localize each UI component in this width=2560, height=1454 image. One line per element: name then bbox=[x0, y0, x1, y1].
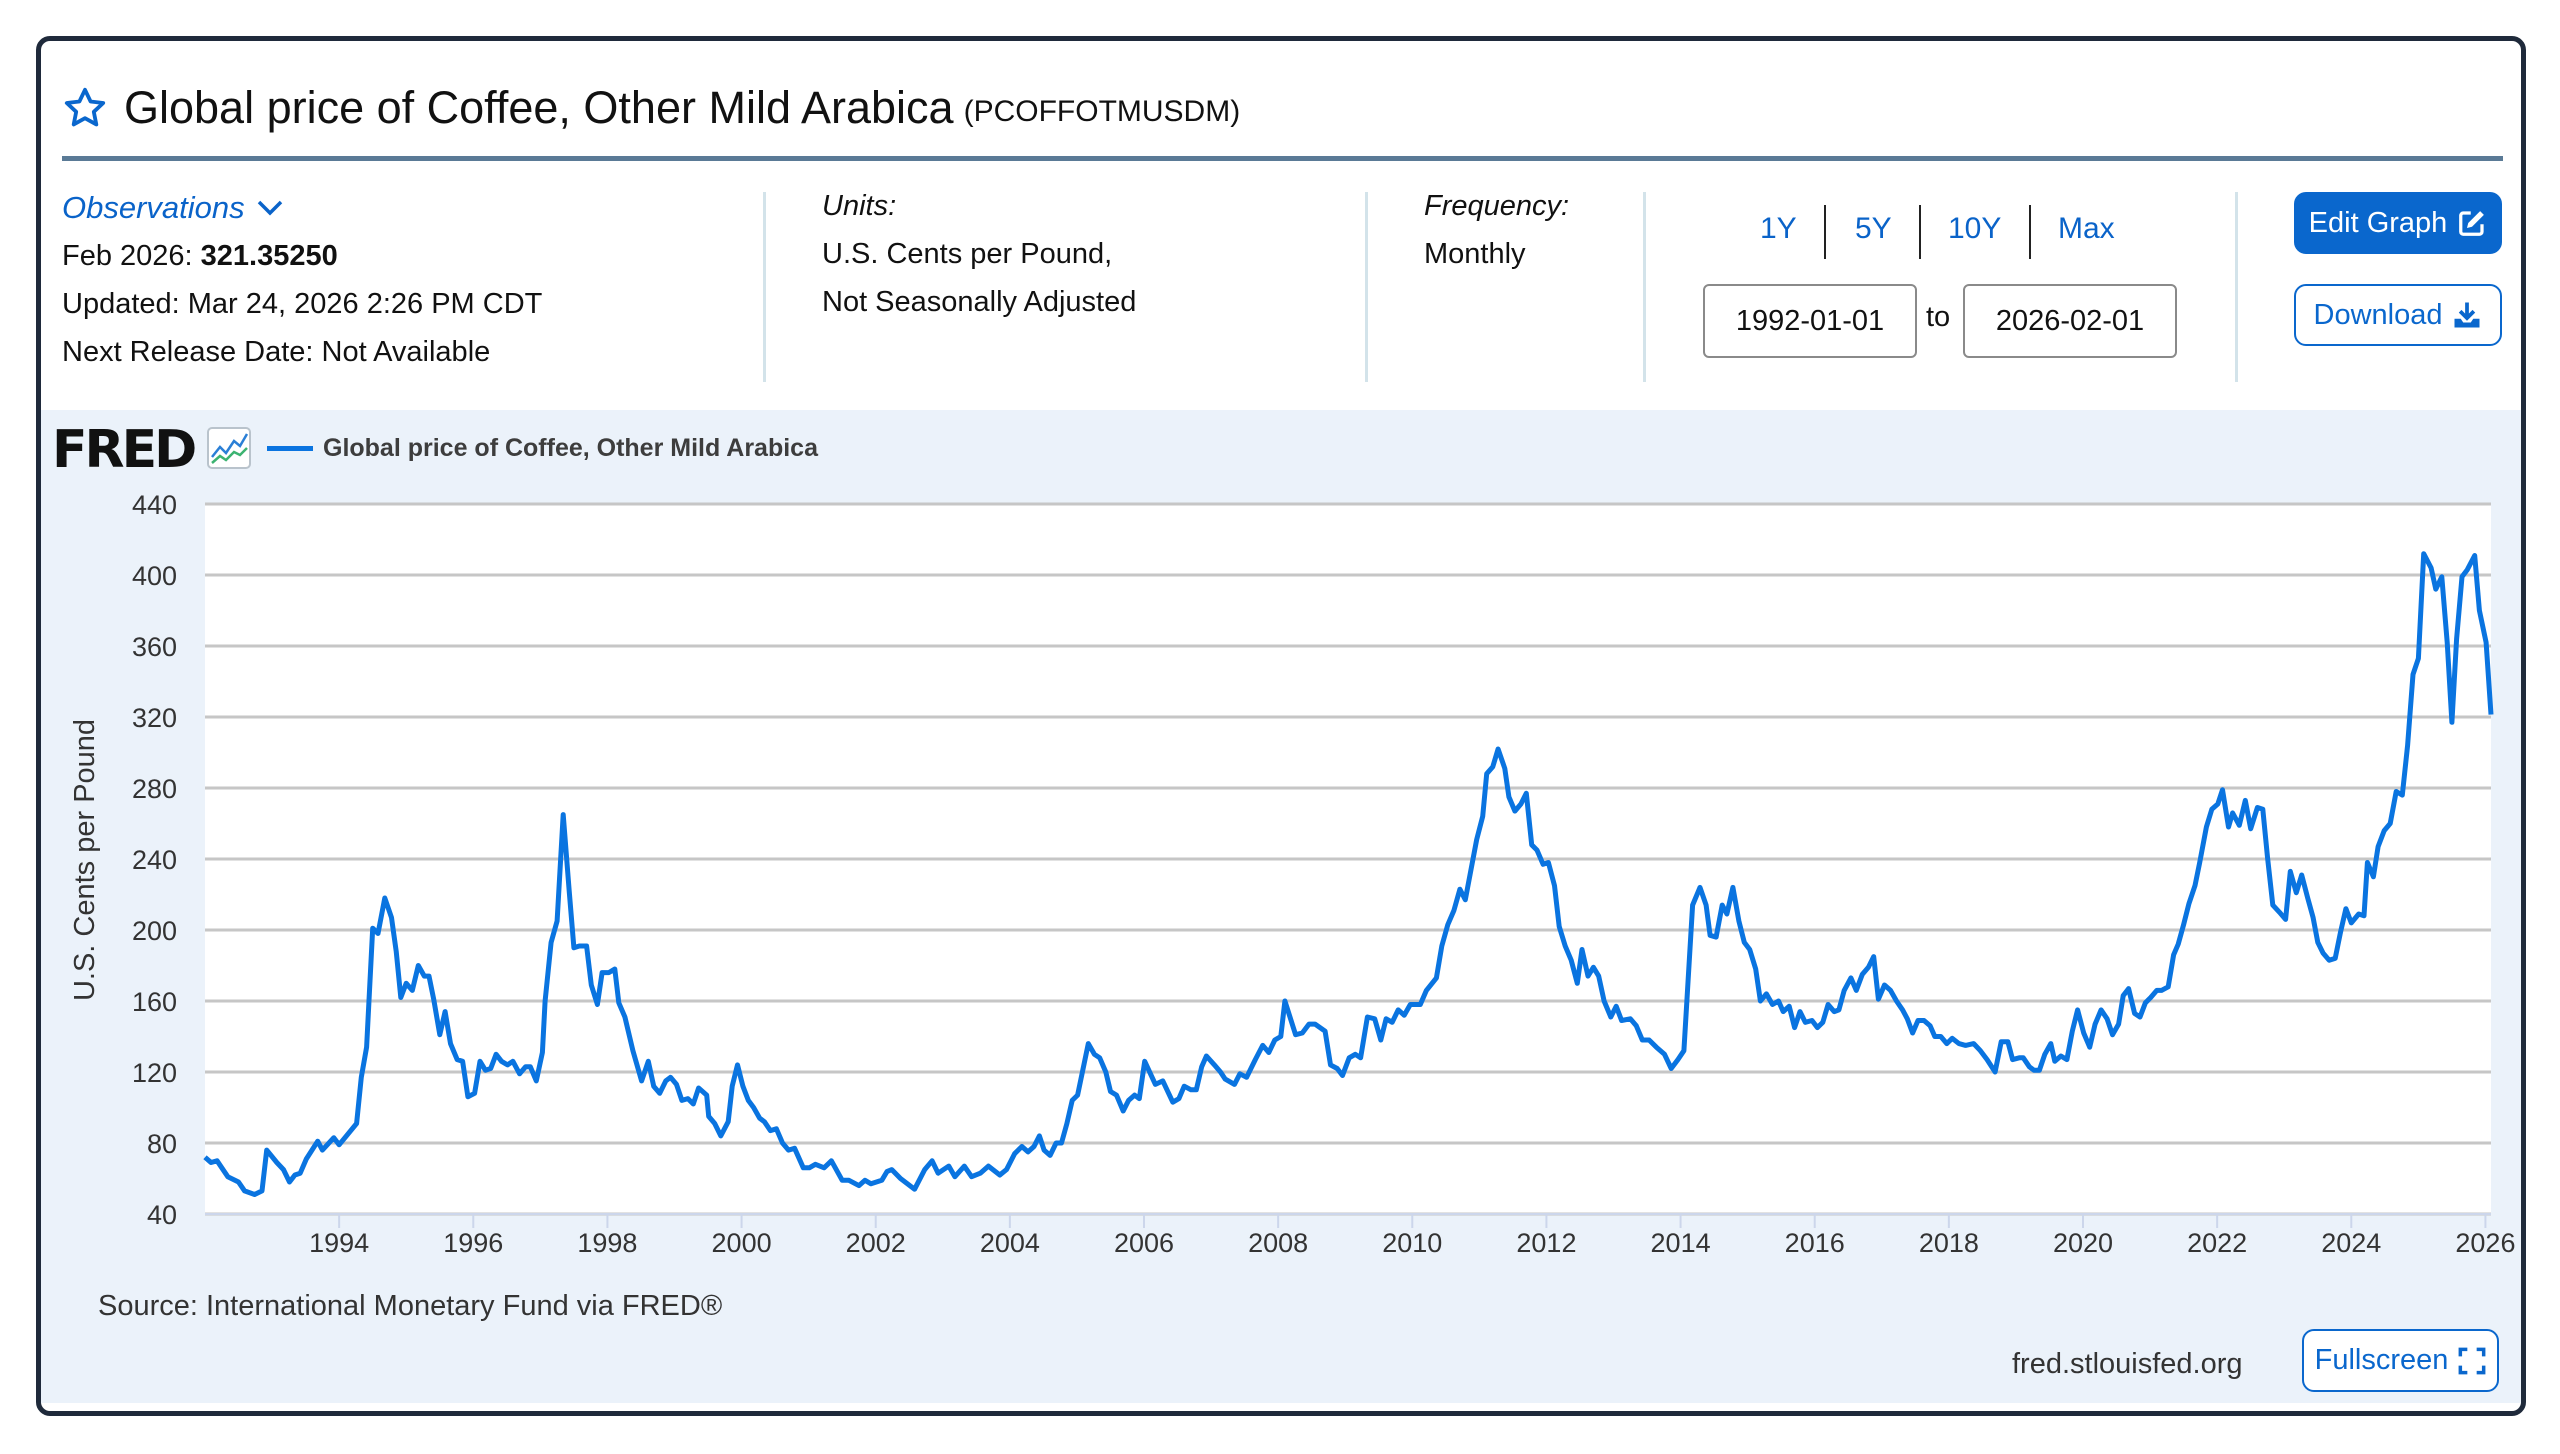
title-divider bbox=[62, 156, 2503, 161]
range-separator bbox=[1824, 205, 1826, 259]
edit-icon bbox=[2459, 211, 2485, 236]
chart-line-icon bbox=[207, 427, 251, 469]
x-tick-label: 2006 bbox=[1114, 1228, 1174, 1258]
x-tick-label: 2004 bbox=[980, 1228, 1040, 1258]
edit-graph-label: Edit Graph bbox=[2308, 206, 2448, 239]
latest-observation: Feb 2026: 321.35250 bbox=[62, 232, 542, 280]
x-tick-label: 2008 bbox=[1248, 1228, 1308, 1258]
latest-value: 321.35250 bbox=[200, 240, 338, 272]
chevron-down-icon bbox=[257, 200, 282, 216]
fullscreen-icon bbox=[2458, 1347, 2486, 1374]
range-10y-button[interactable]: 10Y bbox=[1948, 212, 2002, 245]
divider bbox=[2235, 192, 2238, 382]
frequency-block: Frequency: Monthly bbox=[1424, 182, 1569, 278]
legend-label: Global price of Coffee, Other Mild Arabi… bbox=[323, 434, 818, 462]
download-icon bbox=[2454, 302, 2480, 328]
range-5y-button[interactable]: 5Y bbox=[1855, 212, 1892, 245]
legend-swatch bbox=[267, 446, 313, 451]
range-1y-button[interactable]: 1Y bbox=[1760, 212, 1797, 245]
y-tick-label: 80 bbox=[147, 1129, 177, 1159]
range-max-button[interactable]: Max bbox=[2058, 212, 2115, 245]
end-date-input[interactable]: 2026-02-01 bbox=[1963, 284, 2177, 358]
divider bbox=[1643, 192, 1646, 382]
x-tick-label: 2014 bbox=[1651, 1228, 1711, 1258]
x-tick-label: 2010 bbox=[1382, 1228, 1442, 1258]
fred-logo: FRED bbox=[52, 420, 197, 480]
y-tick-label: 240 bbox=[132, 845, 177, 875]
range-separator bbox=[1919, 205, 1921, 259]
observations-label: Observations bbox=[62, 190, 245, 225]
frequency-label: Frequency: bbox=[1424, 190, 1570, 222]
observations-dropdown[interactable]: Observations bbox=[62, 184, 542, 232]
edit-graph-button[interactable]: Edit Graph bbox=[2294, 192, 2502, 254]
latest-period: Feb 2026: bbox=[62, 240, 193, 272]
range-separator bbox=[2029, 205, 2031, 259]
series-id: (PCOFFOTMUSDM) bbox=[963, 95, 1241, 128]
x-tick-label: 2012 bbox=[1516, 1228, 1576, 1258]
fred-url-link[interactable]: fred.stlouisfed.org bbox=[2012, 1348, 2243, 1380]
x-tick-label: 2026 bbox=[2455, 1228, 2515, 1258]
y-tick-label: 40 bbox=[147, 1200, 177, 1230]
next-release-text: Next Release Date: Not Available bbox=[62, 336, 491, 368]
units-label: Units: bbox=[822, 190, 897, 222]
y-axis-label: U.S. Cents per Pound bbox=[69, 719, 101, 1001]
x-tick-label: 2016 bbox=[1785, 1228, 1845, 1258]
graph-card-frame bbox=[36, 36, 2526, 1416]
download-button[interactable]: Download bbox=[2294, 284, 2502, 346]
frequency-value: Monthly bbox=[1424, 238, 1526, 270]
y-tick-label: 160 bbox=[132, 987, 177, 1017]
x-tick-label: 2020 bbox=[2053, 1228, 2113, 1258]
x-tick-label: 2024 bbox=[2321, 1228, 2381, 1258]
y-tick-label: 320 bbox=[132, 703, 177, 733]
x-tick-label: 1994 bbox=[309, 1228, 369, 1258]
source-text: Source: International Monetary Fund via … bbox=[98, 1290, 723, 1322]
x-tick-label: 2002 bbox=[846, 1228, 906, 1258]
x-tick-label: 2018 bbox=[1919, 1228, 1979, 1258]
units-line-1: U.S. Cents per Pound, bbox=[822, 238, 1113, 270]
x-tick-label: 2022 bbox=[2187, 1228, 2247, 1258]
x-tick-label: 2000 bbox=[712, 1228, 772, 1258]
y-tick-label: 120 bbox=[132, 1058, 177, 1088]
start-date-input[interactable]: 1992-01-01 bbox=[1703, 284, 1917, 358]
units-line-2: Not Seasonally Adjusted bbox=[822, 286, 1137, 318]
fullscreen-button[interactable]: Fullscreen bbox=[2302, 1329, 2499, 1392]
star-icon[interactable] bbox=[62, 85, 108, 131]
units-block: Units: U.S. Cents per Pound, Not Seasona… bbox=[822, 182, 1136, 326]
y-tick-label: 200 bbox=[132, 916, 177, 946]
divider bbox=[1365, 192, 1368, 382]
y-tick-label: 440 bbox=[132, 490, 177, 520]
y-tick-label: 360 bbox=[132, 632, 177, 662]
title-row: Global price of Coffee, Other Mild Arabi… bbox=[62, 78, 1240, 138]
divider bbox=[763, 192, 766, 382]
series-line bbox=[203, 551, 2494, 1197]
x-tick-label: 1996 bbox=[443, 1228, 503, 1258]
download-label: Download bbox=[2313, 298, 2443, 331]
x-tick-label: 1998 bbox=[577, 1228, 637, 1258]
updated-text: Updated: Mar 24, 2026 2:26 PM CDT bbox=[62, 288, 543, 320]
date-to-label: to bbox=[1926, 301, 1951, 333]
page-title: Global price of Coffee, Other Mild Arabi… bbox=[124, 82, 954, 133]
fullscreen-label: Fullscreen bbox=[2314, 1344, 2449, 1376]
observations-block: Observations Feb 2026: 321.35250 Updated… bbox=[62, 184, 542, 376]
y-tick-label: 280 bbox=[132, 774, 177, 804]
y-tick-label: 400 bbox=[132, 561, 177, 591]
